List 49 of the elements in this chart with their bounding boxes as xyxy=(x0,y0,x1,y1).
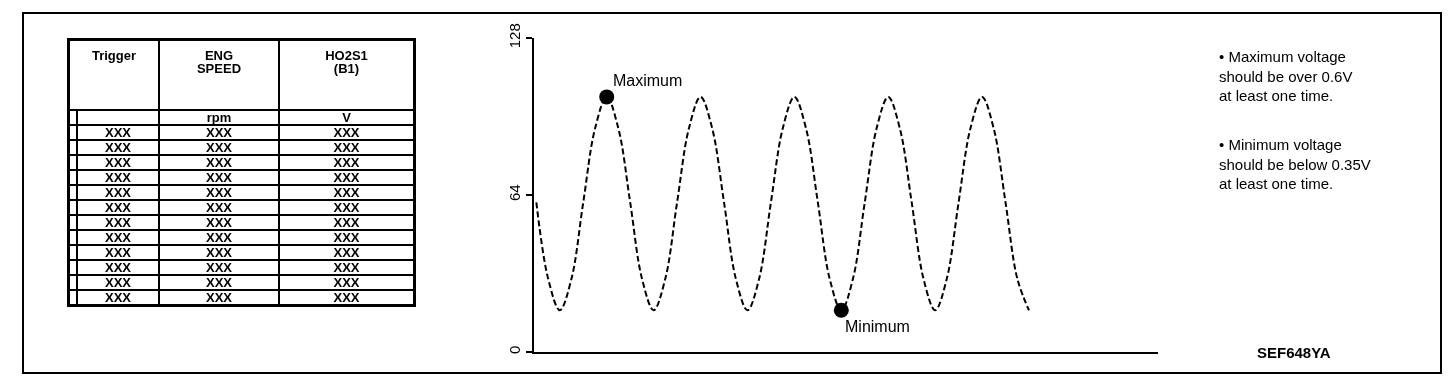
text: XXX xyxy=(205,215,232,230)
text: XXX xyxy=(333,170,360,185)
y-tick-label: 128 xyxy=(506,23,523,49)
text: XXX xyxy=(104,140,131,155)
text: XXX xyxy=(333,290,360,305)
text: XXX xyxy=(104,260,131,275)
text: rpm xyxy=(206,110,232,125)
text: XXX xyxy=(333,125,360,140)
text: XXX xyxy=(205,230,232,245)
text: XXX xyxy=(333,260,360,275)
annotation: Maximum xyxy=(613,72,683,89)
y-tick-label: 64 xyxy=(506,184,523,202)
text: SEF648YA xyxy=(1257,344,1331,361)
text: XXX xyxy=(205,185,232,200)
text: XXX xyxy=(333,275,360,290)
text: XXX xyxy=(333,230,360,245)
text: • Minimum voltage should be below 0.35V at least one time. xyxy=(1219,136,1371,192)
text: XXX xyxy=(333,155,360,170)
text: XXX xyxy=(333,185,360,200)
y-tick-label: 0 xyxy=(506,345,523,354)
text: XXX xyxy=(333,200,360,215)
category-label: Trigger xyxy=(90,48,138,63)
text: XXX xyxy=(205,245,232,260)
text: XXX xyxy=(333,245,360,260)
text: XXX xyxy=(104,290,131,305)
text: XXX xyxy=(205,155,232,170)
text: • Maximum voltage should be over 0.6V at least one time. xyxy=(1219,48,1353,104)
text: XXX xyxy=(333,215,360,230)
text: XXX xyxy=(205,125,232,140)
text: XXX xyxy=(104,230,131,245)
text: XXX xyxy=(104,275,131,290)
category-label: ENG SPEED xyxy=(195,48,243,76)
category-label: HO2S1 (B1) xyxy=(324,48,369,76)
text: XXX xyxy=(104,245,131,260)
text: XXX xyxy=(104,125,131,140)
text: XXX xyxy=(104,185,131,200)
text: V xyxy=(342,110,351,125)
text: XXX xyxy=(205,260,232,275)
text: XXX xyxy=(104,200,131,215)
text: XXX xyxy=(205,275,232,290)
annotation: Minimum xyxy=(845,318,910,335)
text: XXX xyxy=(205,290,232,305)
text: XXX xyxy=(104,155,131,170)
text: XXX xyxy=(333,140,360,155)
text: XXX xyxy=(205,200,232,215)
text: XXX xyxy=(205,140,232,155)
text: XXX xyxy=(104,170,131,185)
text: XXX xyxy=(104,215,131,230)
text: XXX xyxy=(205,170,232,185)
